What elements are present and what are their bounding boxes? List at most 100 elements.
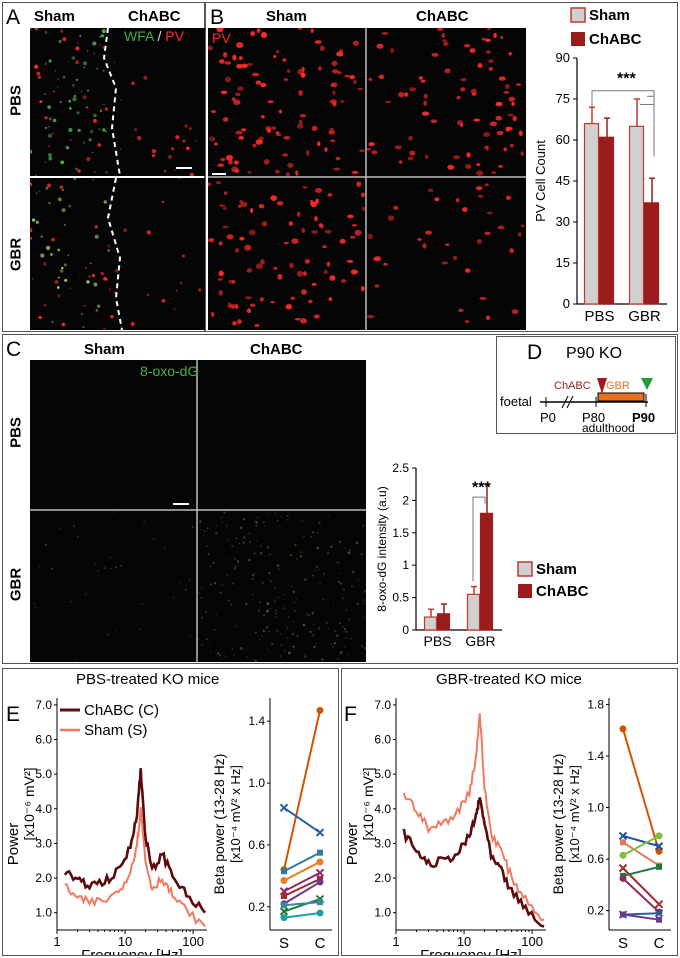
oxo-signal (197, 610, 199, 612)
oxo-signal (231, 544, 234, 547)
pv-cell (329, 275, 336, 281)
oxo-signal (321, 658, 324, 661)
cell-dot (51, 237, 55, 242)
cell-dot (181, 254, 185, 258)
oxo-signal (364, 589, 366, 593)
wfa-stain-label: WFA (124, 28, 154, 44)
pv-cell (245, 296, 252, 300)
oxo-signal (215, 525, 218, 527)
pv-cell (302, 186, 308, 189)
oxo-signal (262, 629, 265, 632)
oxo-signal (73, 524, 76, 527)
pv-cell (250, 208, 254, 214)
oxo-signal (312, 634, 315, 637)
oxo-signal (308, 614, 311, 617)
cell-dot (82, 95, 87, 100)
midline-boundary (102, 28, 121, 176)
cell-dot (87, 89, 89, 92)
pv-cell (260, 82, 267, 88)
cell-dot (102, 328, 106, 330)
y-tick-label: 5.0 (374, 767, 391, 781)
oxo-signal (286, 565, 288, 567)
pv-cell (496, 102, 501, 107)
cell-dot (57, 294, 61, 298)
cell-dot (151, 154, 156, 158)
cell-dot (99, 35, 102, 38)
pv-cell (241, 128, 247, 132)
x-tick-label: S (279, 935, 289, 952)
pv-cell (458, 308, 464, 313)
pv-cell (423, 93, 428, 99)
pv-cell (518, 232, 522, 237)
cell-dot (77, 42, 79, 44)
pv-cell (248, 229, 256, 236)
pv-cell (270, 195, 277, 201)
oxo-signal (251, 574, 254, 577)
cell-dot (74, 92, 77, 94)
y-tick-label: 0.2 (587, 904, 604, 918)
oxo-signal (315, 643, 317, 645)
oxo-signal (312, 531, 315, 534)
cell-dot (30, 182, 33, 186)
pv-cell (447, 164, 455, 170)
midline-boundary (106, 178, 123, 330)
cell-dot (37, 75, 42, 79)
cell-dot (108, 288, 112, 291)
pv-cell (219, 59, 225, 64)
cell-dot (100, 34, 105, 38)
cell-dot (44, 93, 46, 95)
pv-cell (463, 43, 471, 48)
legend-chabc-swatch (571, 32, 585, 46)
panel-f-letter: F (344, 703, 357, 726)
paired-point (316, 878, 324, 886)
pv-cell (209, 136, 216, 142)
cell-dot (107, 244, 111, 248)
x-tick-label: 1 (53, 934, 60, 949)
oxo-signal (311, 612, 314, 615)
pv-cell (272, 54, 277, 58)
legend-sham-label: Sham (589, 7, 630, 24)
pv-cell (477, 62, 483, 69)
pv-cell (460, 78, 467, 82)
oxo-signal (242, 518, 246, 521)
pv-cell (337, 70, 342, 75)
pv-cell (511, 101, 515, 107)
paired-point (315, 828, 325, 837)
cell-dot (82, 61, 88, 66)
oxo-signal (363, 602, 365, 604)
pv-cell (349, 235, 356, 239)
oxo-signal (314, 569, 316, 572)
pv-cell (328, 130, 336, 135)
oxo-signal (179, 582, 182, 584)
cell-dot (171, 147, 174, 151)
paired-line (622, 834, 660, 848)
pv-cell (208, 45, 214, 51)
oxo-signal (282, 607, 285, 610)
oxo-signal (280, 515, 282, 517)
oxo-signal (330, 643, 332, 645)
y-tick-label: 1.4 (587, 749, 604, 763)
pv-cell (383, 262, 388, 266)
cell-dot (146, 293, 150, 296)
cell-dot (48, 153, 52, 157)
pv-cell (236, 42, 244, 49)
cell-dot (69, 287, 72, 290)
y-axis-label: Power (5, 823, 22, 866)
pv-cell (277, 273, 283, 280)
y-tick-label: 6.0 (35, 733, 52, 747)
pv-cell (464, 320, 470, 323)
pv-cell (251, 72, 260, 77)
oxo-signal (261, 581, 264, 584)
y-tick-label: 6.0 (374, 733, 391, 747)
pv-cell (249, 303, 256, 307)
oxo-signal (356, 602, 359, 605)
oxo-signal (209, 565, 212, 568)
cell-dot (50, 252, 53, 256)
oxo-signal (84, 593, 87, 596)
pv-cell (360, 285, 365, 292)
oxo-signal (34, 606, 37, 609)
pv-cell (314, 188, 323, 193)
panel-b-stain-label: PV (212, 30, 231, 46)
oxo-signal (249, 541, 251, 543)
legend-chabc-swatch (518, 584, 532, 598)
